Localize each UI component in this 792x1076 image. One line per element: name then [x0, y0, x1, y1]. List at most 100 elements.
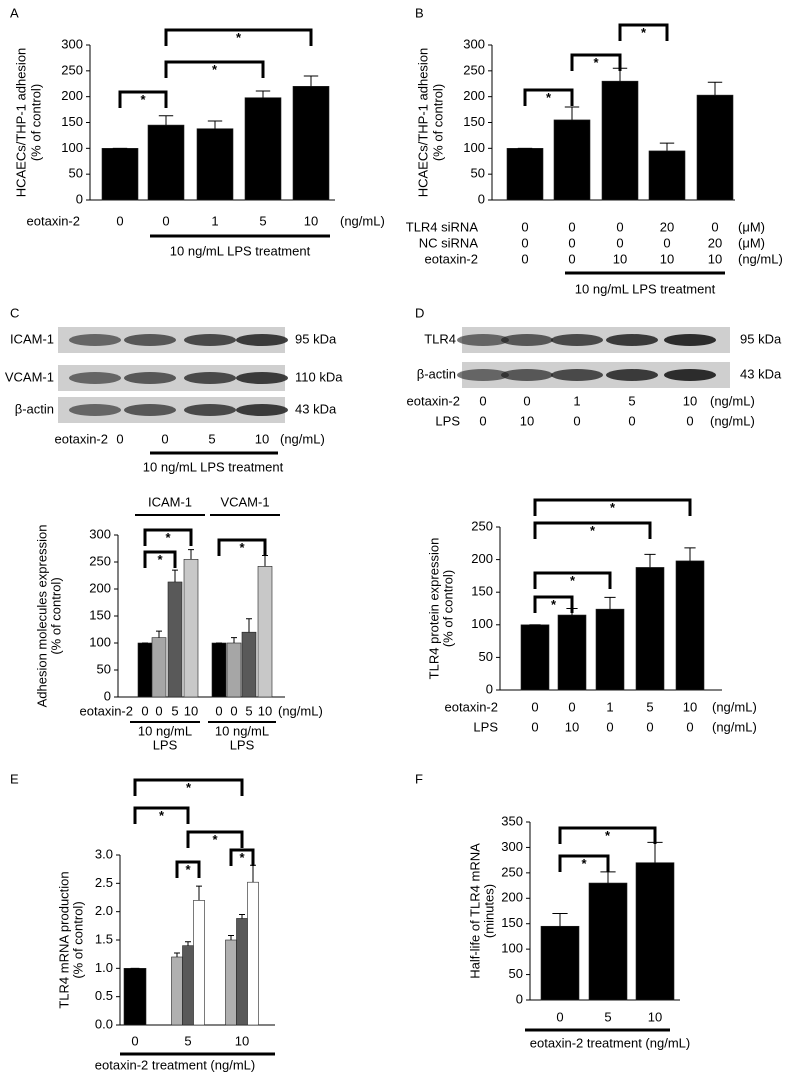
- y-tick-label: 50: [471, 166, 485, 181]
- band-size: 43 kDa: [740, 366, 782, 381]
- significance-star: *: [590, 523, 596, 538]
- band-label: ICAM-1: [10, 331, 54, 346]
- category-label: 0: [556, 1009, 563, 1024]
- row-value: 0: [568, 219, 575, 234]
- row-value: 0: [523, 393, 530, 408]
- row-value: 0: [521, 219, 528, 234]
- significance-bracket: [133, 778, 244, 796]
- group-note: 10 ng/mL: [215, 723, 269, 738]
- significance-star: *: [546, 90, 552, 105]
- y-tick-label: 200: [501, 890, 523, 905]
- significance-star: *: [165, 530, 171, 545]
- y-tick-label: 3.0: [95, 846, 113, 861]
- y-tick-label: 0: [486, 681, 493, 696]
- row-value: 0: [568, 251, 575, 266]
- panel-label: B: [415, 5, 424, 20]
- bar: [635, 862, 675, 1001]
- panel-label: E: [10, 771, 19, 786]
- bar: [236, 918, 248, 1026]
- y-tick-label: 50: [97, 661, 111, 676]
- error-bar: [647, 841, 663, 863]
- band-size: 95 kDa: [295, 331, 337, 346]
- y-axis-label: (% of control): [48, 577, 63, 654]
- row-unit: (μM): [738, 219, 765, 234]
- row-value: 10: [258, 703, 272, 718]
- y-tick-label: 1.5: [95, 931, 113, 946]
- error-bar: [684, 547, 696, 561]
- row-value: 0: [215, 703, 222, 718]
- x-axis-label: eotaxin-2 treatment (ng/mL): [95, 1057, 255, 1072]
- error-bar: [564, 106, 580, 120]
- y-tick-label: 150: [463, 114, 485, 129]
- row-value: 1: [606, 699, 613, 714]
- y-tick-label: 100: [89, 634, 111, 649]
- row-value: 10: [708, 251, 722, 266]
- blot-band: [606, 369, 658, 381]
- y-tick-label: 250: [471, 518, 493, 533]
- blot-band: [184, 372, 236, 384]
- row-value: 0: [141, 703, 148, 718]
- bar: [696, 94, 734, 201]
- row-value: 0: [479, 393, 486, 408]
- row-value: 0: [686, 719, 693, 734]
- significance-bracket: [217, 538, 267, 556]
- bar: [137, 642, 153, 698]
- band-label: β-actin: [417, 366, 456, 381]
- y-tick-label: 0: [76, 191, 83, 206]
- bar: [183, 558, 199, 698]
- error-bar: [644, 553, 656, 568]
- blot-band: [236, 404, 288, 416]
- y-axis-label: (% of control): [430, 84, 445, 161]
- row-value: 0: [116, 213, 123, 228]
- row-value: 0: [711, 219, 718, 234]
- blot-band: [501, 334, 553, 346]
- blot-band: [184, 404, 236, 416]
- y-tick-label: 200: [89, 580, 111, 595]
- blot-band: [551, 334, 603, 346]
- y-tick-label: 150: [471, 584, 493, 599]
- y-tick-label: 100: [61, 140, 83, 155]
- band-label: TLR4: [424, 331, 456, 346]
- group-note: LPS: [230, 737, 255, 752]
- treatment-label: 10 ng/mL LPS treatment: [575, 281, 716, 296]
- blot-band: [69, 372, 121, 384]
- significance-star: *: [212, 832, 218, 847]
- bar: [167, 581, 183, 698]
- row-value: 0: [230, 703, 237, 718]
- y-axis-label: (% of control): [440, 570, 455, 647]
- bar: [588, 882, 628, 1001]
- y-tick-label: 0.5: [95, 988, 113, 1003]
- y-tick-label: 350: [501, 813, 523, 828]
- category-label: VCAM-1: [220, 494, 269, 509]
- bar: [225, 939, 237, 1026]
- significance-star: *: [239, 540, 245, 555]
- group-note: LPS: [153, 737, 178, 752]
- row-unit: (ng/mL): [712, 719, 757, 734]
- blot-band: [124, 334, 176, 346]
- row-value: 5: [259, 213, 266, 228]
- y-tick-label: 50: [69, 166, 83, 181]
- bar: [151, 637, 167, 698]
- row-value: 0: [531, 719, 538, 734]
- row-label: NC siRNA: [419, 235, 479, 250]
- y-tick-label: 250: [61, 62, 83, 77]
- y-tick-label: 2.0: [95, 903, 113, 918]
- treatment-label: 10 ng/mL LPS treatment: [143, 459, 284, 474]
- row-unit: (ng/mL): [340, 213, 385, 228]
- row-value: 0: [162, 213, 169, 228]
- significance-star: *: [593, 55, 599, 70]
- row-value: 0: [628, 413, 635, 428]
- row-label: eotaxin-2: [27, 213, 80, 228]
- blot-band: [184, 334, 236, 346]
- bar: [520, 624, 550, 691]
- significance-bracket: [118, 90, 168, 108]
- significance-star: *: [641, 25, 647, 40]
- row-value: 10: [660, 251, 674, 266]
- panel-label: D: [415, 305, 424, 320]
- row-value: 10: [683, 393, 697, 408]
- error-bar: [604, 596, 616, 610]
- row-unit: (μM): [738, 235, 765, 250]
- row-value: 0: [568, 235, 575, 250]
- category-label: 5: [604, 1009, 611, 1024]
